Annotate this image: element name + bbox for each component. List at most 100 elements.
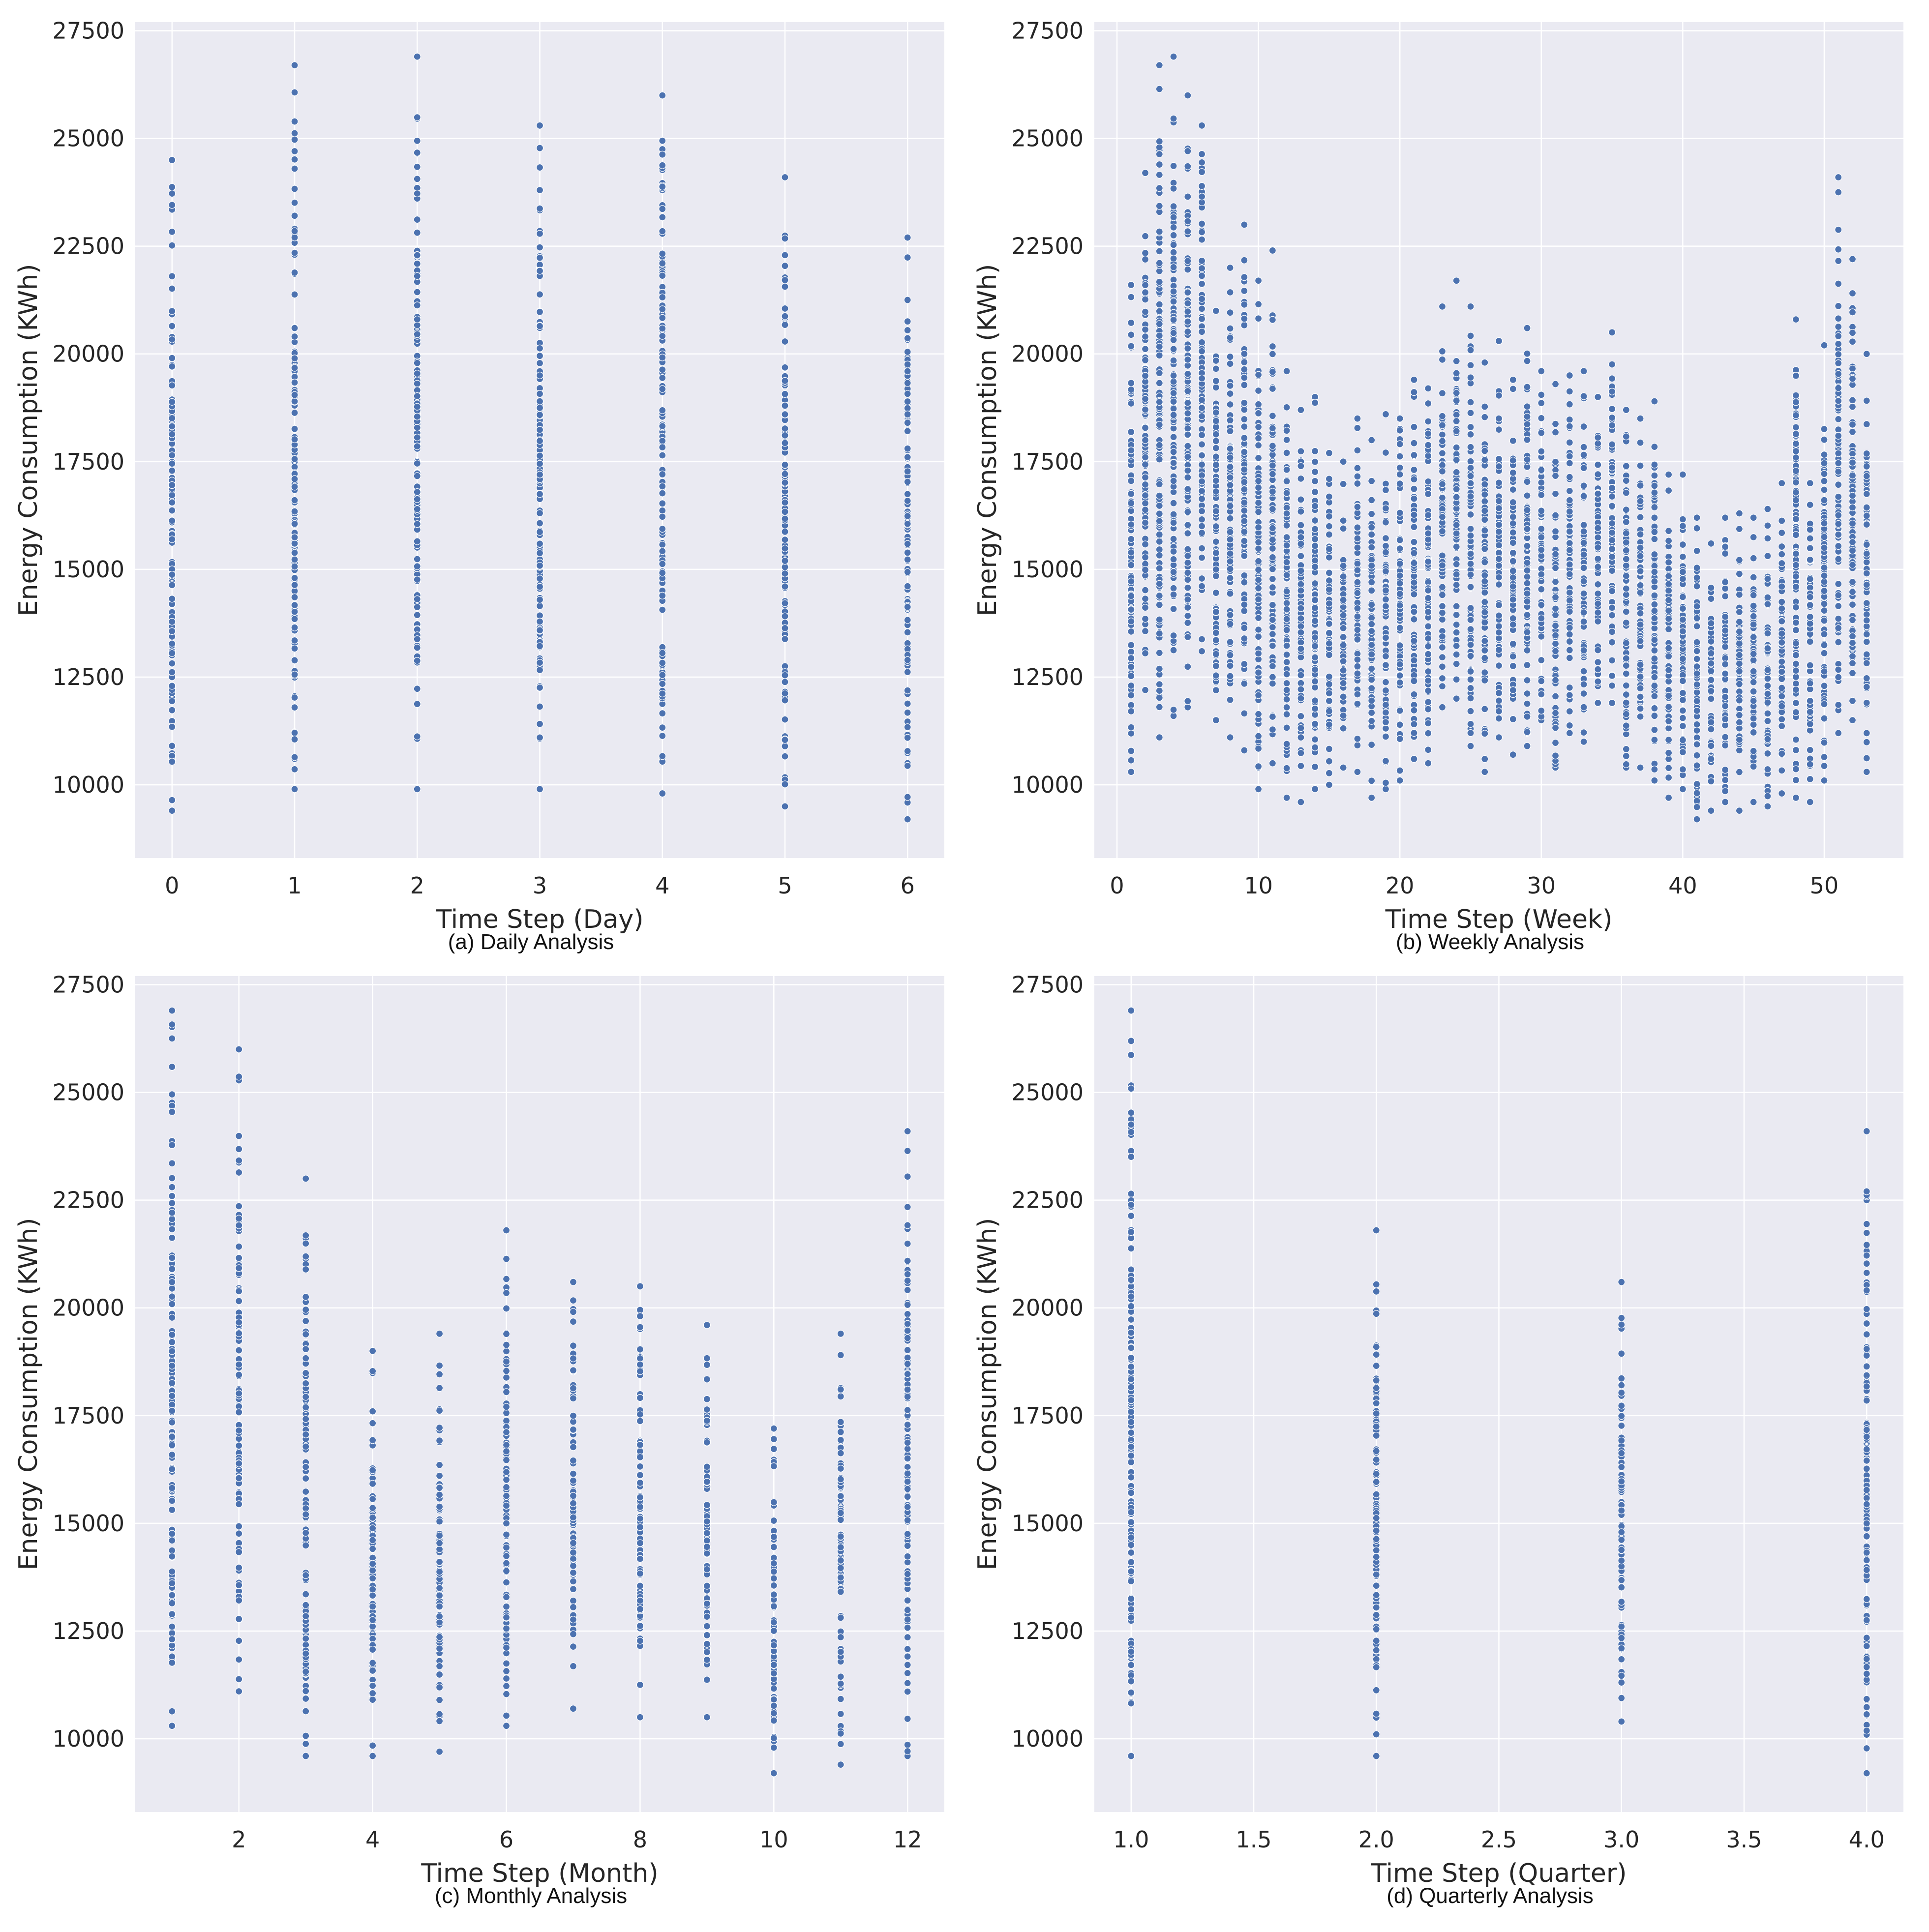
data-point <box>1651 568 1658 576</box>
data-point <box>904 468 911 476</box>
data-point <box>1467 479 1475 487</box>
data-point <box>1594 646 1602 654</box>
data-point <box>1297 406 1305 414</box>
data-point <box>1255 576 1263 584</box>
figure-caption: (a) Daily Analysis <box>448 930 614 954</box>
data-point <box>1226 427 1234 435</box>
data-point <box>1155 703 1163 711</box>
data-point <box>781 736 789 744</box>
data-point <box>1495 549 1503 557</box>
data-point <box>1523 566 1531 574</box>
data-point <box>291 118 299 125</box>
data-point <box>1212 357 1220 365</box>
data-point <box>1707 687 1715 695</box>
data-point <box>1226 672 1234 680</box>
data-point <box>1523 728 1531 736</box>
data-point <box>1820 667 1828 676</box>
data-point <box>1255 669 1263 677</box>
data-point <box>1212 686 1220 694</box>
data-point <box>1127 499 1135 507</box>
data-point <box>1665 794 1673 802</box>
data-point <box>1354 700 1361 708</box>
data-point <box>1749 514 1757 522</box>
data-point <box>1325 745 1333 753</box>
data-point <box>1481 768 1489 776</box>
data-point <box>1467 302 1475 310</box>
data-point <box>1170 411 1177 419</box>
data-point <box>1368 697 1376 705</box>
data-point <box>1495 479 1503 487</box>
data-point <box>1311 563 1319 571</box>
data-point <box>1141 356 1149 364</box>
data-point <box>1792 667 1800 675</box>
data-point <box>1155 580 1163 588</box>
data-point <box>168 807 176 815</box>
data-point <box>1184 508 1192 516</box>
data-point <box>291 165 299 173</box>
data-point <box>1240 315 1248 323</box>
data-point <box>291 147 299 155</box>
data-point <box>1452 369 1460 377</box>
data-point <box>291 291 299 298</box>
data-point <box>1735 651 1743 659</box>
data-point <box>1509 498 1517 506</box>
data-point <box>1495 689 1503 697</box>
data-point <box>1127 592 1135 600</box>
data-point <box>1155 517 1163 525</box>
data-point <box>781 470 789 478</box>
data-point <box>1141 406 1149 414</box>
data-point <box>1481 403 1489 411</box>
data-point <box>1184 217 1192 225</box>
data-point <box>1184 552 1192 560</box>
data-point <box>1155 531 1163 538</box>
data-point <box>1410 476 1418 483</box>
data-point <box>1580 577 1588 585</box>
data-point <box>1806 708 1814 716</box>
data-point <box>291 324 299 332</box>
data-point <box>1721 715 1729 723</box>
data-point <box>1410 439 1418 447</box>
data-point <box>1608 536 1616 544</box>
data-point <box>1580 482 1588 490</box>
data-point <box>1382 686 1390 694</box>
data-point <box>1283 651 1291 658</box>
data-point <box>1354 479 1361 488</box>
data-point <box>1665 692 1673 700</box>
data-point <box>904 445 911 452</box>
data-point <box>1764 803 1772 810</box>
data-point <box>659 592 666 599</box>
data-point <box>1226 662 1234 670</box>
data-point <box>1622 433 1630 441</box>
data-point <box>413 505 421 513</box>
data-point <box>659 724 666 732</box>
data-point <box>1184 697 1192 705</box>
data-point <box>1523 689 1531 698</box>
y-tick-label: 22500 <box>53 233 124 260</box>
data-point <box>1509 539 1517 547</box>
data-point <box>1424 399 1432 408</box>
data-point <box>1226 590 1234 597</box>
data-point <box>1141 232 1149 240</box>
data-point <box>1382 724 1390 732</box>
data-point <box>1721 766 1729 774</box>
data-point <box>1240 365 1248 373</box>
data-point <box>1311 736 1319 743</box>
data-point <box>1778 722 1786 730</box>
data-point <box>1311 617 1319 625</box>
data-point <box>536 322 544 330</box>
data-point <box>1820 753 1828 761</box>
data-point <box>1806 613 1814 621</box>
data-point <box>1509 437 1517 445</box>
data-point <box>1155 480 1163 488</box>
data-point <box>1170 255 1177 263</box>
data-point <box>1382 602 1390 610</box>
data-point <box>1268 488 1276 496</box>
data-point <box>1170 433 1177 441</box>
data-point <box>1651 614 1658 622</box>
data-point <box>1467 398 1475 406</box>
data-point <box>1438 674 1447 683</box>
data-point <box>1509 715 1517 723</box>
data-point <box>1155 379 1163 387</box>
data-point <box>1396 707 1404 714</box>
data-point <box>1636 544 1644 552</box>
